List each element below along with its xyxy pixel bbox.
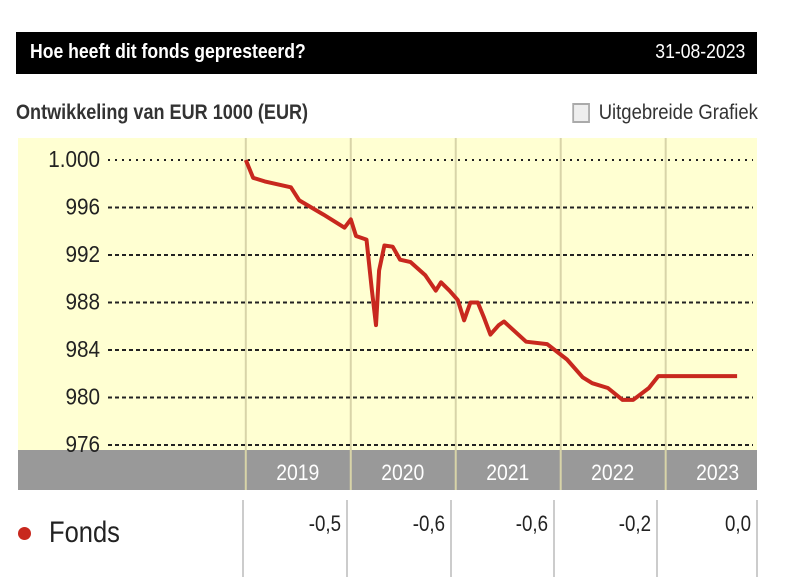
y-tick-label: 1.000 (48, 146, 100, 172)
series-marker (18, 526, 31, 540)
yearly-return-value: 0,0 (724, 511, 751, 536)
column-separator (656, 500, 658, 577)
header-bar: Hoe heeft dit fonds gepresteerd? 31-08-2… (16, 32, 757, 74)
legend-label: Fonds (49, 516, 120, 549)
x-tick-label: 2019 (276, 461, 319, 485)
extended-chart-link[interactable]: Uitgebreide Grafiek (572, 101, 758, 125)
column-separator (346, 500, 348, 577)
header-title: Hoe heeft dit fonds gepresteerd? (30, 41, 306, 63)
y-tick-label: 980 (65, 383, 100, 409)
x-tick-label: 2020 (381, 461, 424, 485)
extended-chart-label: Uitgebreide Grafiek (598, 101, 758, 124)
y-tick-label: 984 (65, 336, 100, 362)
legend-fonds: Fonds (18, 516, 132, 550)
y-tick-label: 992 (65, 241, 100, 267)
y-tick-label: 976 (65, 431, 100, 457)
column-separator (450, 500, 452, 577)
line-chart-icon (572, 103, 590, 123)
yearly-return-value: -0,6 (515, 511, 548, 536)
yearly-return-value: -0,5 (308, 511, 341, 536)
y-tick-label: 988 (65, 288, 100, 314)
x-tick-label: 2021 (486, 461, 529, 485)
yearly-return-value: -0,6 (412, 511, 445, 536)
column-separator (242, 500, 244, 577)
chart-subtitle: Ontwikkeling van EUR 1000 (EUR) (16, 101, 309, 124)
y-tick-label: 996 (65, 193, 100, 219)
yearly-return-value: -0,2 (618, 511, 651, 536)
x-tick-label: 2022 (591, 461, 634, 485)
column-separator (756, 500, 758, 577)
header-date: 31-08-2023 (654, 41, 745, 63)
plot-background (18, 138, 757, 450)
x-axis-band (18, 450, 757, 490)
series-line-fonds (243, 159, 738, 402)
column-separator (553, 500, 555, 577)
x-tick-label: 2023 (696, 461, 739, 485)
